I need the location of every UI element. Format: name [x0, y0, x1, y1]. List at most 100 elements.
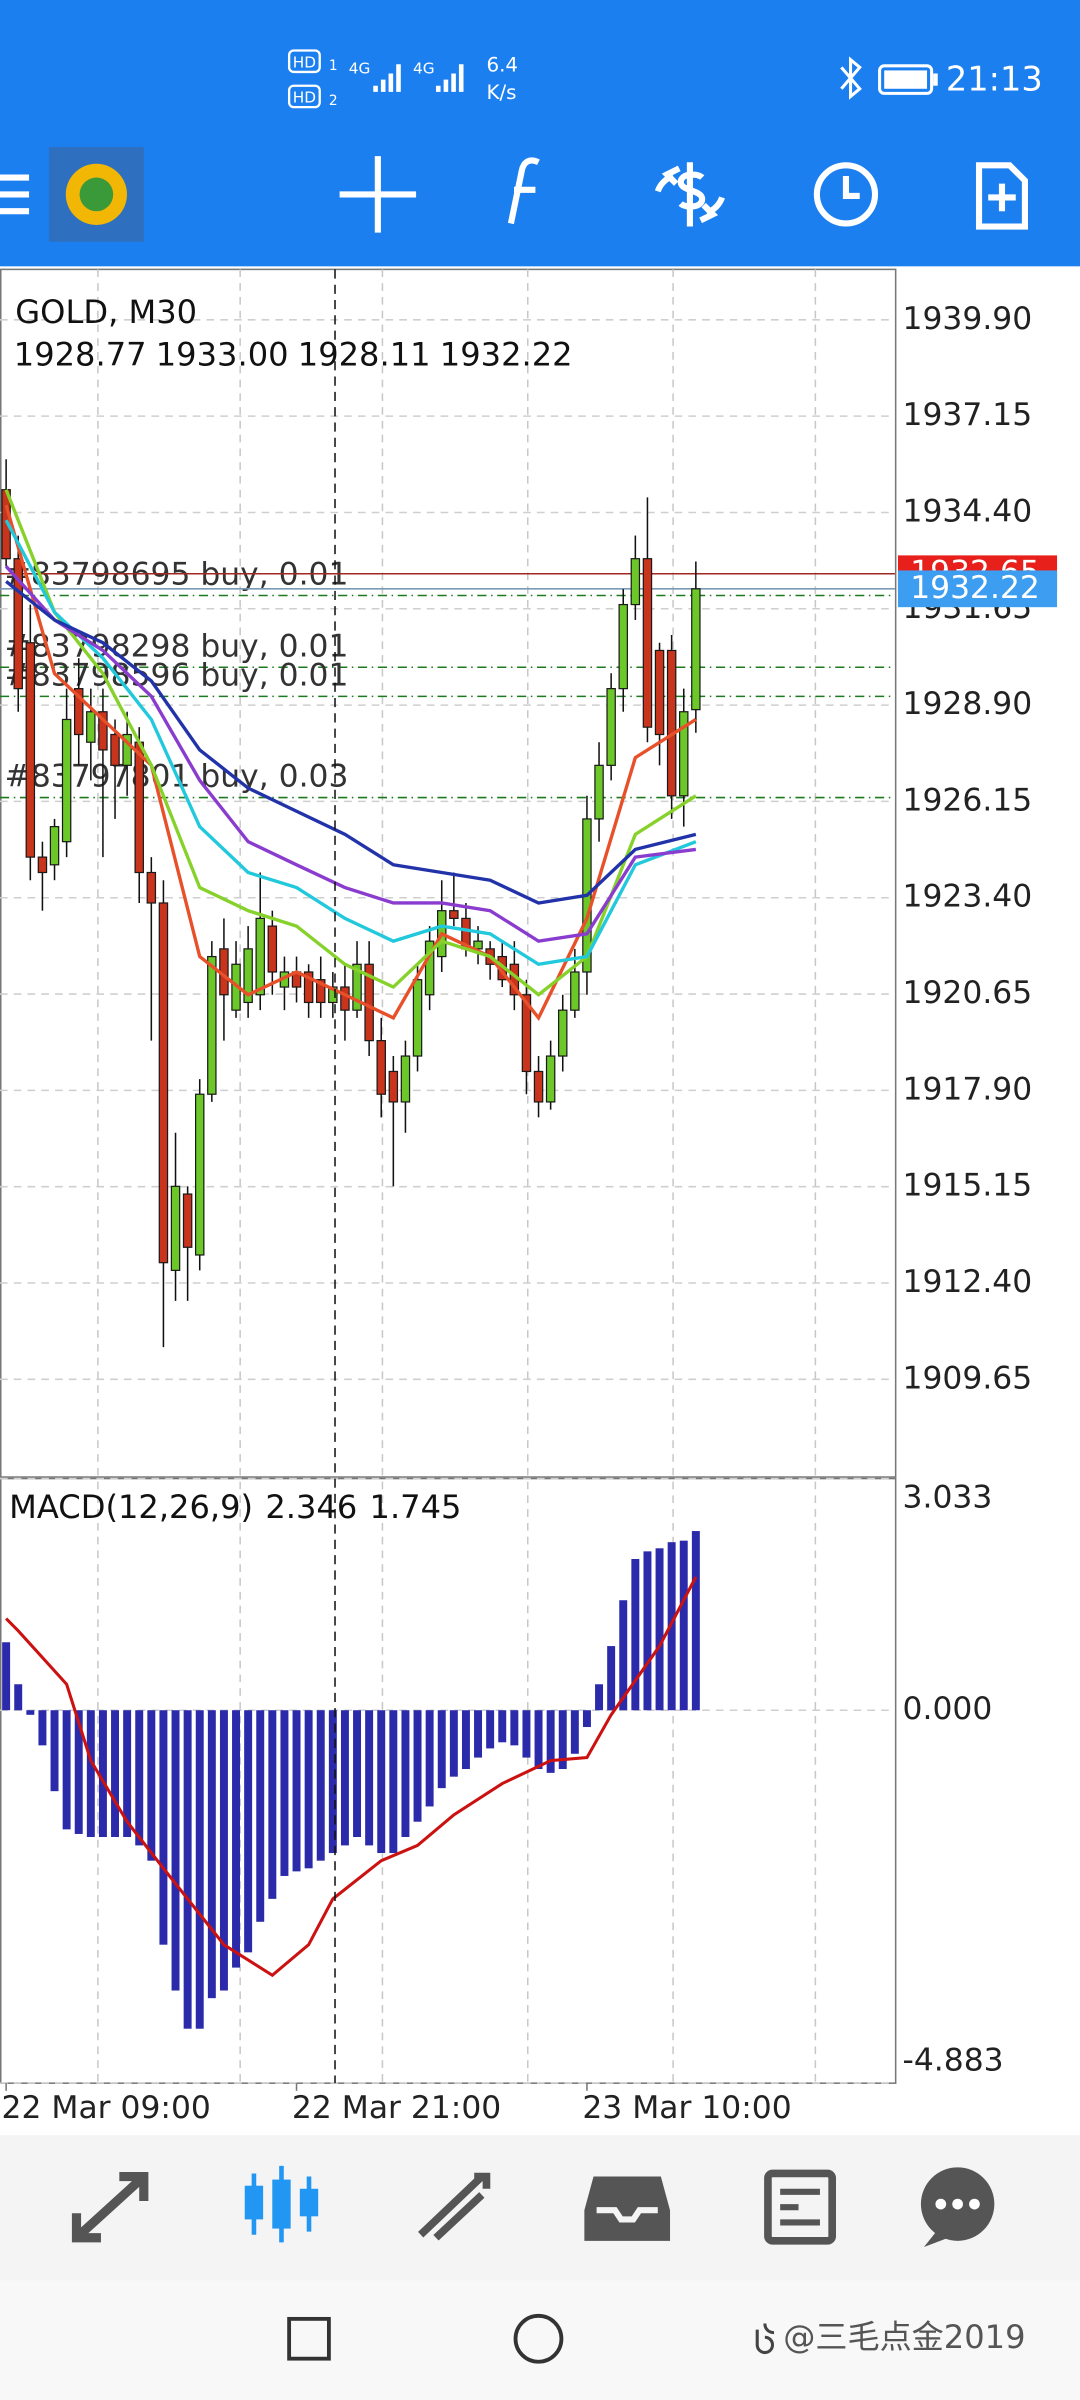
macd-bar [534, 1710, 543, 1770]
order-label: #83798298 buy, 0.01 [5, 628, 349, 664]
candle-body [558, 1009, 568, 1057]
ohlc-value: 1928.11 [298, 336, 431, 374]
moving-average [4, 565, 697, 943]
trade-tab[interactable] [418, 2172, 491, 2241]
bluetooth-icon [840, 56, 862, 100]
y-tick-label: 1934.40 [903, 493, 1033, 529]
candle-body [594, 764, 604, 820]
macd-bar [607, 1646, 616, 1711]
plot: 1939.901937.151934.401931.651928.901926.… [0, 293, 1058, 2126]
candle-body [37, 856, 48, 874]
macd-bar [268, 1710, 277, 1899]
moving-average [4, 504, 697, 1022]
x-tick-label: 22 Mar 09:00 [2, 2090, 211, 2126]
crosshair-button[interactable] [339, 156, 417, 233]
system-nav [0, 2280, 1080, 2400]
macd-bar [365, 1710, 374, 1846]
candle-body [618, 603, 628, 690]
chat-dot [952, 2198, 963, 2210]
macd-bar [691, 1531, 700, 1711]
macd-bar [183, 1710, 192, 2029]
candle-body [328, 986, 338, 1004]
macd-bar [522, 1710, 531, 1758]
candle-body [691, 588, 701, 711]
macd-bar [256, 1710, 265, 1922]
macd-bar [340, 1710, 349, 1846]
macd-bar [62, 1710, 71, 1830]
quotes-tab[interactable] [71, 2171, 149, 2243]
candle-body [158, 902, 169, 1264]
y-tick-label: 1939.90 [903, 301, 1033, 337]
candle-body [303, 971, 314, 1004]
chat-tab-tail [923, 2231, 949, 2247]
macd-bar [195, 1710, 204, 2029]
macd-bar [304, 1710, 313, 1869]
macd-bar [328, 1710, 337, 1854]
macd-bar [377, 1710, 386, 1854]
candle-body [73, 688, 84, 736]
candle-body [606, 688, 616, 766]
signal-line [5, 1576, 698, 1978]
macd-bar [207, 1710, 216, 1999]
indicators-button[interactable] [507, 157, 540, 225]
menu-button[interactable] [0, 174, 30, 215]
recents-button[interactable] [287, 2316, 331, 2361]
order-label: #83798695 buy, 0.01 [5, 557, 349, 593]
ohlc-readout: 1928.77 1933.00 1928.11 1932.22 [14, 336, 573, 374]
macd-bar [474, 1710, 483, 1758]
period-button[interactable] [813, 162, 879, 227]
macd-bar [643, 1551, 652, 1711]
macd-bar [655, 1548, 664, 1711]
history-tab[interactable] [584, 2176, 671, 2241]
macd-bar [292, 1710, 301, 1872]
y-tick-label: 0.000 [903, 1691, 993, 1727]
status-bar: HD 1 HD 2 4G 4G 6.4 K/s 21:13 [287, 49, 1043, 109]
candle-body [110, 733, 120, 766]
macd-bar [111, 1710, 120, 1838]
network-speed: 6.4 [486, 53, 518, 76]
chart-tab-candle [299, 2188, 319, 2217]
template-button[interactable] [975, 162, 1028, 230]
candle-body [449, 910, 459, 920]
candle-body [194, 1093, 205, 1256]
home-button[interactable] [513, 2313, 564, 2364]
macd-bar [389, 1710, 398, 1854]
signal-icon [435, 64, 464, 92]
network-type: 4G [413, 59, 435, 77]
battery-level [884, 70, 928, 89]
watermark: @三毛点金2019 [783, 2318, 1025, 2356]
ohlc-value: 1932.22 [440, 336, 573, 374]
candle-body [134, 741, 144, 874]
hd-badge [287, 84, 321, 109]
candle-body [412, 979, 423, 1057]
toolbar [0, 146, 1028, 242]
macd-bar [449, 1710, 458, 1777]
macd-bar [461, 1710, 470, 1770]
indicator-title: MACD(12,26,9) 2.346 1.745 [9, 1488, 461, 1526]
y-tick-label: 1912.40 [903, 1264, 1033, 1300]
candle-body [533, 1070, 544, 1103]
macd-bar [38, 1710, 47, 1746]
battery-tip [933, 73, 938, 86]
macd-bar [50, 1710, 59, 1792]
news-tab-lines [780, 2188, 820, 2226]
macd-bar [486, 1710, 495, 1749]
macd-bar [26, 1710, 35, 1715]
news-tab[interactable] [764, 2169, 837, 2245]
macd-bar [619, 1600, 628, 1711]
macd-bar [159, 1710, 168, 1945]
macd-bar [558, 1710, 567, 1770]
macd-bar [570, 1710, 579, 1754]
candle-body [473, 940, 483, 950]
y-tick-label: 1923.40 [903, 879, 1033, 915]
network-type: 4G [349, 59, 371, 77]
y-tick-label: 1909.65 [903, 1360, 1033, 1396]
ohlc-value: 1933.00 [156, 336, 289, 374]
macd-bar [595, 1684, 604, 1711]
y-tick-label: 1917.90 [903, 1071, 1033, 1107]
macd-bar [232, 1710, 241, 1968]
candle-body [255, 917, 265, 996]
trade-button[interactable] [654, 162, 725, 227]
candle-body [25, 642, 36, 858]
